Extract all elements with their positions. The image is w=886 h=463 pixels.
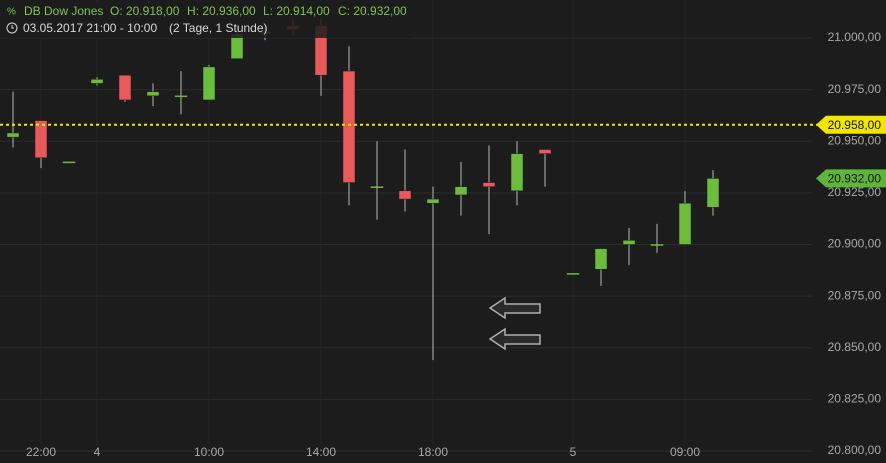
candle-body bbox=[482, 182, 496, 187]
clock-icon bbox=[6, 22, 18, 34]
x-tick-label: 09:00 bbox=[670, 445, 700, 459]
y-tick-label: 20.875,00 bbox=[828, 288, 882, 302]
candle-body bbox=[706, 178, 720, 208]
price-tag-label: 20.958,00 bbox=[828, 118, 882, 132]
candle-body bbox=[538, 149, 552, 154]
y-tick-label: 20.825,00 bbox=[828, 392, 882, 406]
candle-body bbox=[6, 132, 20, 138]
candle-body bbox=[342, 70, 356, 183]
chart-title: DB Dow Jones bbox=[24, 4, 103, 18]
y-tick-label: 20.975,00 bbox=[828, 82, 882, 96]
clock-hands bbox=[11, 25, 14, 29]
x-tick-label: 22:00 bbox=[26, 445, 56, 459]
subtitle: 03.05.2017 21:00 - 10:00 bbox=[23, 21, 157, 35]
period: (2 Tage, 1 Stunde) bbox=[169, 21, 268, 35]
chart-icon: % bbox=[7, 7, 16, 18]
candle-body bbox=[510, 153, 524, 192]
summary-low: L: 20.914,00 bbox=[263, 4, 330, 18]
x-tick-label: 18:00 bbox=[418, 445, 448, 459]
candle-body bbox=[118, 74, 132, 101]
candle-body bbox=[650, 244, 664, 246]
y-tick-label: 20.800,00 bbox=[828, 443, 882, 457]
price-tag-label: 20.932,00 bbox=[828, 172, 882, 186]
summary-high: H: 20.936,00 bbox=[187, 4, 256, 18]
x-tick-label: 10:00 bbox=[194, 445, 224, 459]
candles bbox=[6, 19, 720, 361]
candle-body bbox=[202, 66, 216, 101]
price-tag bbox=[816, 169, 886, 188]
candle-body bbox=[454, 186, 468, 196]
y-tick-label: 20.925,00 bbox=[828, 185, 882, 199]
summary-open: O: 20.918,00 bbox=[110, 4, 180, 18]
legend-bg bbox=[0, 2, 412, 38]
y-tick-label: 20.850,00 bbox=[828, 340, 882, 354]
candle-body bbox=[566, 273, 580, 275]
candle-body bbox=[146, 91, 160, 97]
y-tick-label: 21.000,00 bbox=[828, 30, 882, 44]
price-tag bbox=[816, 115, 886, 134]
candle-body bbox=[594, 248, 608, 270]
y-tick-label: 20.950,00 bbox=[828, 133, 882, 147]
y-tick-label: 20.900,00 bbox=[828, 237, 882, 251]
summary-close: C: 20.932,00 bbox=[338, 4, 407, 18]
x-tick-label: 4 bbox=[94, 445, 101, 459]
arrow-left bbox=[488, 327, 541, 351]
x-tick-label: 5 bbox=[570, 445, 577, 459]
candle-body bbox=[62, 161, 76, 164]
arrow-left bbox=[488, 296, 541, 320]
candle-body bbox=[398, 190, 412, 200]
candle-body bbox=[90, 79, 104, 84]
candle-body bbox=[622, 240, 636, 245]
candle-body bbox=[426, 198, 440, 204]
candle-body bbox=[678, 202, 692, 245]
candle-body bbox=[34, 120, 48, 159]
x-tick-label: 14:00 bbox=[306, 445, 336, 459]
candle-body bbox=[370, 186, 384, 188]
candle-body bbox=[174, 95, 188, 98]
